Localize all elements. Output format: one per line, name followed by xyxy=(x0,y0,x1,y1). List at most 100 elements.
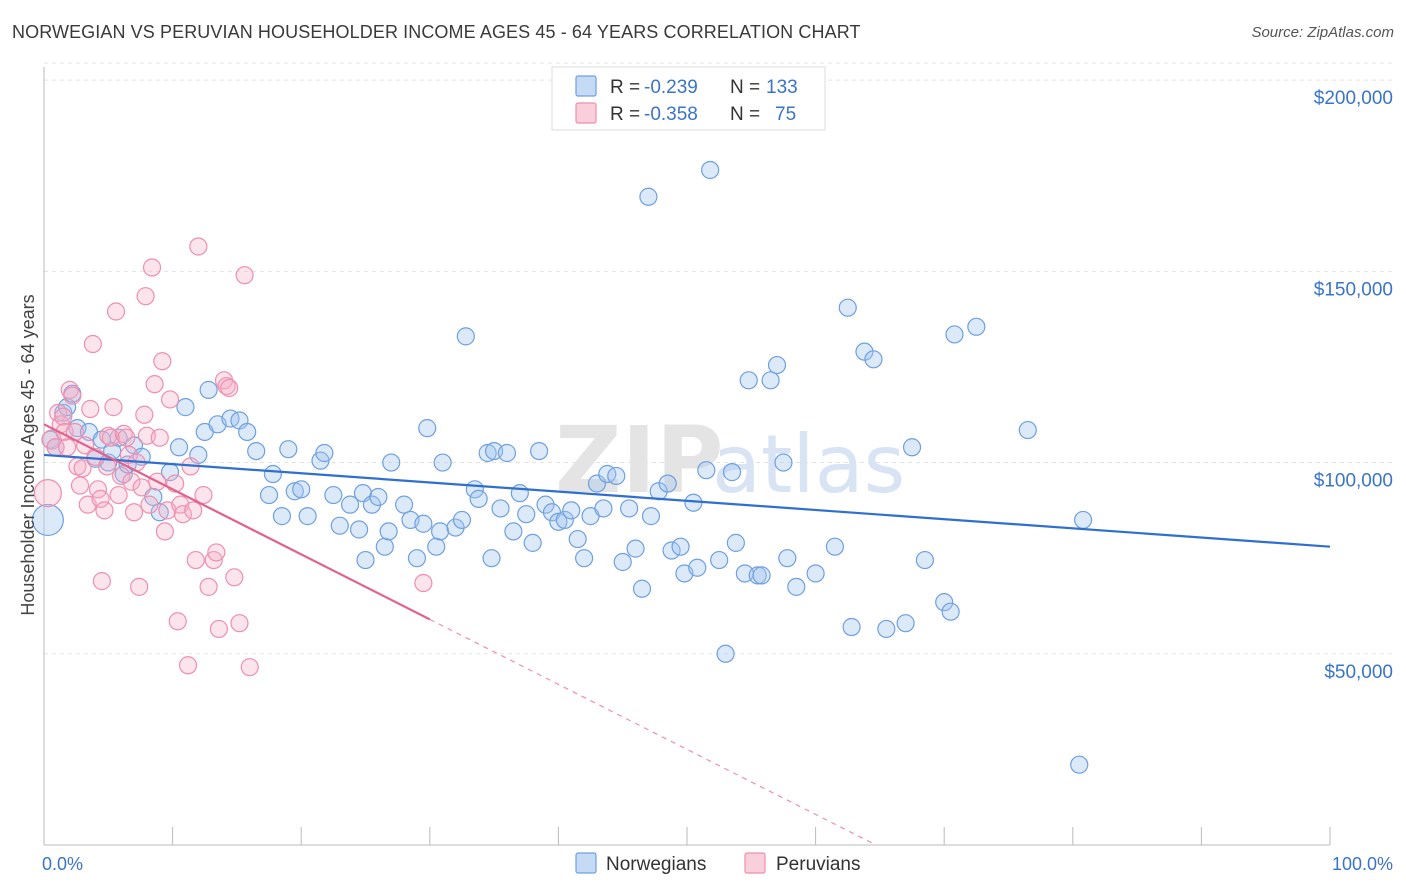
norwegian-point xyxy=(787,577,806,596)
peruvian-point xyxy=(106,302,126,321)
norwegian-point xyxy=(247,441,266,461)
norwegian-point xyxy=(767,355,787,375)
norwegian-point xyxy=(330,516,349,535)
norwegian-point xyxy=(967,317,986,336)
y-tick-label-150000: $150,000 xyxy=(1314,279,1393,300)
norwegian-point xyxy=(394,495,414,514)
norwegian-point xyxy=(418,419,437,438)
watermark-atlas: atlas xyxy=(712,418,905,511)
peruvian-point xyxy=(173,505,192,524)
norwegian-point xyxy=(482,549,501,568)
norwegian-point xyxy=(517,505,536,524)
norwegian-point xyxy=(199,380,218,399)
peruvian-point xyxy=(136,287,155,306)
norwegian-point xyxy=(613,552,632,572)
norwegian-point xyxy=(739,371,758,390)
norwegian-point xyxy=(594,499,613,518)
peruvian-point xyxy=(150,428,169,447)
peruvian-point xyxy=(186,550,205,570)
peruvian-point xyxy=(70,476,90,495)
norwegian-point xyxy=(285,482,304,501)
peruvian-point xyxy=(194,485,213,505)
peruvian-point xyxy=(54,407,73,426)
y-tick-label-200000: $200,000 xyxy=(1314,88,1393,109)
norwegian-point xyxy=(1018,420,1037,440)
norwegian-point xyxy=(379,522,398,541)
norwegian-point xyxy=(238,422,257,442)
norwegian-point xyxy=(945,325,964,344)
norwegian-point xyxy=(842,617,861,637)
peruvian-point xyxy=(109,485,128,505)
norwegian-point xyxy=(356,550,375,570)
norwegian-point xyxy=(279,440,298,459)
axes xyxy=(43,67,1331,846)
peruvian-point xyxy=(178,656,198,675)
legend-r-value-2: -0.358 xyxy=(644,104,698,125)
peruvian-point xyxy=(58,438,77,457)
y-tick-label-100000: $100,000 xyxy=(1314,471,1393,492)
peruvian-point xyxy=(135,405,154,424)
norwegian-point xyxy=(1073,510,1093,530)
norwegian-point xyxy=(504,522,523,541)
norwegian-point xyxy=(806,564,825,583)
bottom-legend-norwegians: Norwegians xyxy=(606,854,706,875)
legend-r-label-1: R = xyxy=(610,77,640,98)
norwegian-point xyxy=(292,480,311,499)
norwegian-point xyxy=(452,510,472,530)
norwegian-point xyxy=(568,529,587,549)
peruvian-point xyxy=(63,386,82,405)
norwegian-point xyxy=(456,327,475,346)
peruvian-point xyxy=(104,398,123,417)
norwegian-point xyxy=(632,579,652,598)
norwegian-point xyxy=(774,453,793,472)
peruvian-point xyxy=(153,352,172,371)
peruvian-trend-line xyxy=(43,423,431,621)
norwegian-point xyxy=(639,187,658,206)
norwegian-point xyxy=(478,443,497,463)
norwegian-point xyxy=(658,474,677,493)
peruvian-point xyxy=(33,479,62,508)
norwegian-point xyxy=(778,549,797,568)
legend-swatch-peruvians xyxy=(575,102,597,124)
peruvian-point xyxy=(414,573,433,593)
peruvian-point xyxy=(92,572,111,591)
norwegian-point xyxy=(221,409,240,428)
norwegian-point xyxy=(263,464,283,484)
norwegian-point xyxy=(340,495,360,514)
norwegian-point xyxy=(555,510,574,530)
peruvian-point xyxy=(168,612,187,631)
y-tick-label-50000: $50,000 xyxy=(1324,662,1393,683)
peruvian-point xyxy=(97,457,117,476)
norwegian-point xyxy=(549,512,568,531)
norwegian-point xyxy=(641,507,661,526)
norwegian-point xyxy=(530,441,549,461)
peruvian-point xyxy=(142,258,162,277)
peruvian-point xyxy=(235,266,254,285)
x-tick-label-min: 0.0% xyxy=(42,854,83,874)
norwegian-point xyxy=(259,485,279,505)
norwegian-point xyxy=(598,464,617,484)
norwegian-point xyxy=(935,593,954,612)
peruvian-point xyxy=(81,399,100,419)
legend-n-label-1: N = xyxy=(730,77,760,98)
norwegian-point xyxy=(701,160,720,180)
bottom-legend-swatch-norwegians xyxy=(575,852,597,874)
peruvian-point xyxy=(184,501,203,520)
peruvian-point xyxy=(209,619,228,639)
legend-n-value-2: 75 xyxy=(775,104,796,125)
norwegian-trend-line xyxy=(43,453,1331,548)
norwegian-point xyxy=(315,443,334,463)
bottom-legend-peruvians: Peruvians xyxy=(776,854,861,875)
peruvian-point xyxy=(217,376,236,396)
norwegian-point xyxy=(722,463,742,482)
peruvian-point xyxy=(220,378,239,398)
norwegian-point xyxy=(915,550,935,570)
norwegian-point xyxy=(497,443,517,463)
norwegian-point xyxy=(697,461,716,480)
legend-r-label-2: R = xyxy=(610,104,640,125)
peruvian-point xyxy=(132,478,151,497)
norwegian-point xyxy=(710,550,729,570)
norwegian-point xyxy=(575,549,594,568)
norwegian-point xyxy=(491,499,510,518)
legend-box xyxy=(551,66,826,131)
